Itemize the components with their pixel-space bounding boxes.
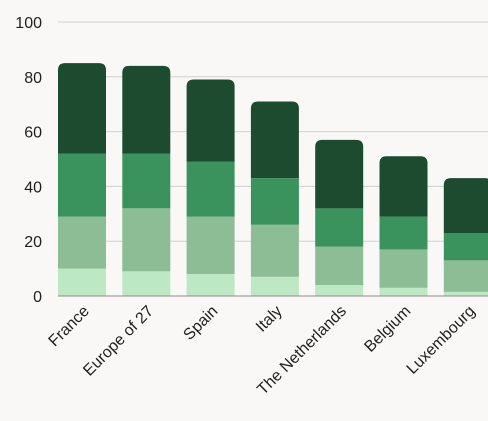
bar-segment-europe-of-27-0 (122, 271, 170, 296)
bar-segment-the-netherlands-1 (315, 247, 363, 285)
x-category-label: Belgium (361, 303, 414, 356)
y-tick-label: 20 (24, 234, 42, 251)
bar-segment-luxembourg-1 (444, 260, 488, 292)
bar-segment-spain-0 (187, 274, 235, 296)
bar-segment-belgium-1 (380, 249, 428, 287)
bar-segment-italy-2 (251, 178, 299, 225)
x-category-label: Luxembourg (404, 303, 479, 378)
bar-segment-italy-0 (251, 277, 299, 296)
bar-segment-spain-2 (187, 162, 235, 217)
bar-segment-spain-3 (187, 80, 235, 162)
bar-segment-the-netherlands-2 (315, 208, 363, 246)
bar-segment-europe-of-27-3 (122, 66, 170, 154)
y-tick-label: 0 (33, 289, 42, 306)
bar-segment-belgium-2 (380, 217, 428, 250)
bar-segment-the-netherlands-0 (315, 285, 363, 296)
bar-segment-spain-1 (187, 217, 235, 275)
y-tick-label: 100 (15, 15, 42, 32)
bar-segment-europe-of-27-1 (122, 208, 170, 271)
bar-segment-europe-of-27-2 (122, 154, 170, 209)
y-tick-label: 40 (24, 179, 42, 196)
x-category-label: Italy (253, 303, 286, 336)
x-category-label: Spain (180, 303, 221, 344)
x-category-label: France (46, 303, 93, 350)
bar-segment-the-netherlands-3 (315, 140, 363, 209)
bar-segment-belgium-3 (380, 156, 428, 216)
bar-segment-italy-3 (251, 101, 299, 178)
bar-segment-italy-1 (251, 225, 299, 277)
y-tick-label: 60 (24, 125, 42, 142)
bar-segment-france-0 (58, 269, 106, 296)
bar-segment-luxembourg-2 (444, 233, 488, 260)
y-tick-label: 80 (24, 70, 42, 87)
bars (58, 63, 488, 296)
bar-segment-france-1 (58, 217, 106, 269)
bar-segment-belgium-0 (380, 288, 428, 296)
bar-segment-luxembourg-3 (444, 178, 488, 233)
bar-segment-france-2 (58, 154, 106, 217)
bar-segment-luxembourg-0 (444, 292, 488, 296)
bar-segment-france-3 (58, 63, 106, 153)
